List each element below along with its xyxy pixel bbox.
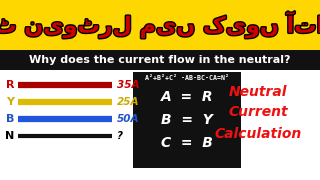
Text: A²+B²+C² -AB-BC-CA=N²: A²+B²+C² -AB-BC-CA=N² [145, 75, 229, 81]
Bar [133, 72, 241, 168]
Text: A  =  R: A = R [161, 90, 213, 104]
Text: N: N [5, 131, 15, 141]
Text: Calculation: Calculation [214, 127, 302, 141]
Text: B  =  Y: B = Y [161, 113, 213, 127]
Bar [0, 50, 320, 70]
Text: C  =  B: C = B [161, 136, 213, 150]
Text: 25A: 25A [117, 97, 140, 107]
Text: Why does the current flow in the neutral?: Why does the current flow in the neutral… [29, 55, 291, 65]
Text: Current: Current [228, 105, 288, 119]
Text: 35A: 35A [117, 80, 140, 90]
Text: Neutral: Neutral [229, 85, 287, 99]
Text: Y: Y [6, 97, 14, 107]
Text: کرنٹ نیوٹرل میں کیوں آتا ہے ؟: کرنٹ نیوٹرل میں کیوں آتا ہے ؟ [0, 12, 320, 38]
Text: B: B [6, 114, 14, 124]
Text: 50A: 50A [117, 114, 140, 124]
Bar [0, 0, 320, 50]
Text: ?: ? [117, 131, 123, 141]
Bar [0, 70, 320, 180]
Text: R: R [6, 80, 14, 90]
